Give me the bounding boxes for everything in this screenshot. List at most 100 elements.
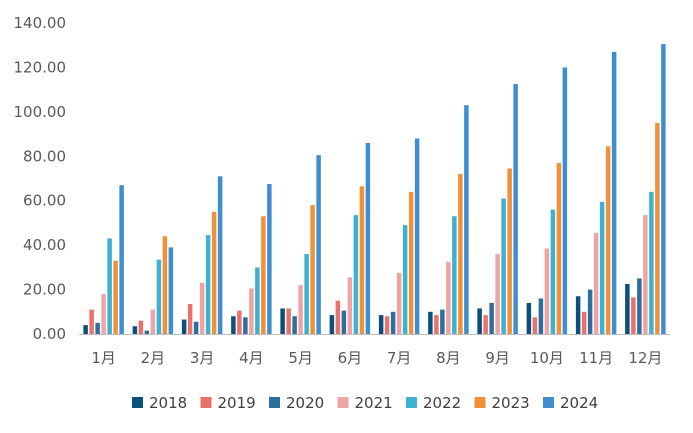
- x-tick-label: 9月: [485, 349, 510, 367]
- bar-2023-11: [605, 146, 611, 334]
- bar-2019-10: [532, 317, 538, 334]
- bar-2021-3: [199, 282, 205, 334]
- bar-2020-5: [292, 316, 297, 334]
- bar-2018-12: [625, 284, 630, 334]
- bar-2021-7: [396, 272, 402, 334]
- x-tick-label: 12月: [628, 349, 662, 367]
- bar-2018-11: [575, 296, 581, 334]
- bar-2020-8: [440, 309, 445, 334]
- bar-2018-4: [231, 316, 236, 334]
- bar-2019-8: [434, 315, 439, 334]
- bar-2019-6: [335, 300, 341, 334]
- bar-2021-1: [101, 294, 106, 334]
- x-tick-label: 8月: [436, 349, 461, 367]
- bar-2022-9: [501, 198, 506, 334]
- bar-2018-1: [83, 325, 88, 334]
- bar-2023-7: [408, 191, 414, 334]
- legend-label-2024: 2024: [560, 394, 598, 412]
- bar-2020-1: [95, 322, 100, 334]
- x-tick-label: 7月: [387, 349, 412, 367]
- bar-2022-7: [402, 225, 408, 334]
- legend-swatch-2024: [543, 397, 554, 408]
- bar-2023-4: [261, 216, 266, 334]
- legend-label-2022: 2022: [423, 394, 461, 412]
- bar-2024-9: [513, 84, 518, 334]
- bar-2024-8: [464, 105, 469, 334]
- y-tick-label: 40.00: [23, 236, 66, 254]
- y-tick-label: 120.00: [14, 58, 67, 76]
- bar-2019-5: [286, 308, 291, 334]
- y-tick-label: 60.00: [23, 192, 66, 210]
- bar-2022-1: [107, 238, 112, 334]
- bar-2023-6: [359, 186, 365, 334]
- y-tick-label: 20.00: [23, 281, 66, 299]
- bar-2024-7: [414, 138, 420, 334]
- bar-2023-9: [507, 168, 512, 334]
- x-tick-label: 11月: [579, 349, 613, 367]
- bar-2024-4: [267, 184, 272, 334]
- bar-2018-2: [132, 326, 138, 334]
- bar-2022-11: [599, 201, 605, 334]
- bar-2022-4: [255, 267, 260, 334]
- bar-2018-10: [526, 302, 532, 334]
- bar-2020-6: [341, 310, 347, 334]
- bar-2023-3: [211, 211, 217, 334]
- bar-2024-12: [661, 44, 666, 334]
- bar-2022-12: [649, 191, 654, 334]
- x-tick-label: 1月: [91, 349, 116, 367]
- y-tick-label: 100.00: [14, 103, 67, 121]
- bar-2019-7: [384, 316, 390, 334]
- bar-2024-5: [316, 155, 321, 334]
- x-axis: 1月 2月 3月 4月 5月 6月 7月 8月 9月 10月 11月 12月: [91, 349, 662, 367]
- bar-2018-6: [329, 315, 335, 334]
- bar-2022-8: [452, 216, 457, 334]
- bar-2023-2: [162, 236, 168, 334]
- bar-2024-3: [217, 176, 223, 334]
- y-tick-label: 0.00: [33, 325, 66, 343]
- bar-2021-9: [495, 254, 500, 334]
- bar-2019-3: [187, 304, 193, 334]
- legend-label-2021: 2021: [355, 394, 393, 412]
- bar-2021-5: [298, 285, 303, 334]
- bar-2022-5: [304, 254, 309, 334]
- y-axis: 0.00 20.00 40.00 60.00 80.00 100.00 120.00 140.…: [14, 14, 67, 343]
- bar-2019-11: [581, 311, 587, 334]
- legend-label-2023: 2023: [492, 394, 530, 412]
- bar-2024-6: [365, 142, 371, 334]
- legend-swatch-2018: [132, 397, 143, 408]
- bar-2020-12: [637, 278, 642, 334]
- legend: 2018 2019 2020 2021 2022 2023 2024: [132, 394, 598, 412]
- x-tick-label: 2月: [141, 349, 166, 367]
- legend-label-2020: 2020: [286, 394, 324, 412]
- y-tick-label: 80.00: [23, 147, 66, 165]
- bar-2019-12: [631, 297, 636, 334]
- bar-2018-7: [378, 315, 384, 334]
- bar-2023-5: [310, 205, 315, 334]
- bar-2020-10: [538, 298, 544, 334]
- legend-swatch-2020: [269, 397, 280, 408]
- y-tick-label: 140.00: [14, 14, 67, 32]
- bar-2023-8: [458, 174, 463, 334]
- bars: [83, 44, 666, 334]
- bar-2021-10: [544, 248, 550, 334]
- bar-2021-11: [593, 232, 599, 334]
- bar-2019-1: [89, 309, 94, 334]
- x-tick-label: 10月: [530, 349, 564, 367]
- legend-label-2018: 2018: [149, 394, 187, 412]
- legend-swatch-2023: [474, 397, 486, 408]
- bar-2020-7: [390, 311, 396, 334]
- x-tick-label: 4月: [239, 349, 264, 367]
- legend-label-2019: 2019: [218, 394, 256, 412]
- bar-2022-2: [156, 259, 162, 334]
- bar-2022-10: [550, 209, 556, 334]
- bar-2023-10: [556, 162, 562, 334]
- bar-2021-8: [446, 261, 451, 334]
- bar-2023-1: [113, 260, 118, 334]
- x-tick-label: 5月: [288, 349, 313, 367]
- bar-2019-9: [483, 315, 488, 334]
- legend-swatch-2021: [337, 397, 349, 408]
- bar-2021-12: [643, 215, 648, 334]
- bar-2022-3: [205, 235, 211, 334]
- bar-2018-5: [280, 308, 285, 334]
- bar-2024-10: [562, 67, 568, 334]
